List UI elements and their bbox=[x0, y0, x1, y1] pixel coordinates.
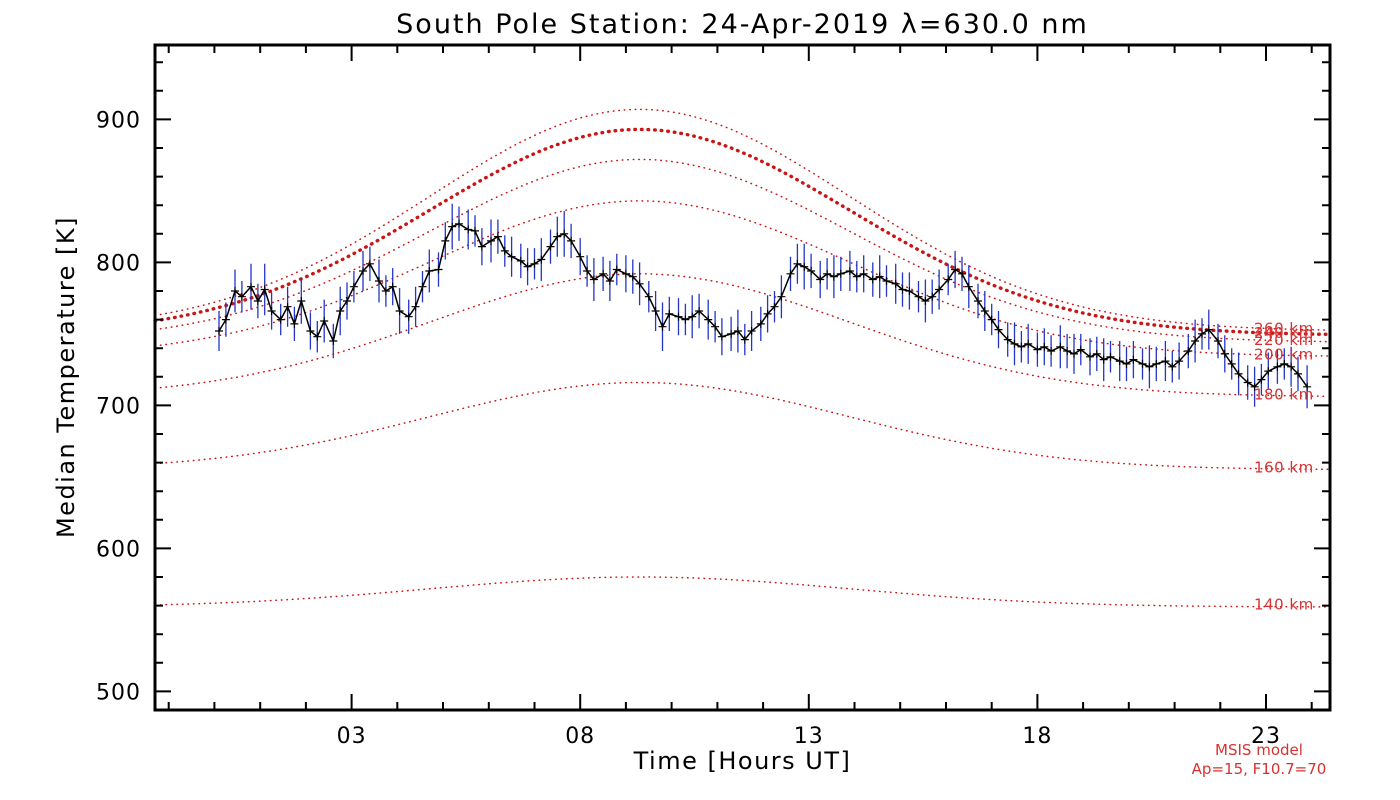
model-curve-220km bbox=[154, 158, 1329, 343]
y-tick-label: 500 bbox=[96, 680, 141, 705]
y-tick-label: 800 bbox=[96, 251, 141, 276]
model-curve-140km bbox=[154, 576, 1329, 608]
altitude-label-240km: 240 km bbox=[1254, 324, 1314, 342]
altitude-label-260km: 260 km bbox=[1254, 320, 1314, 338]
x-tick-label: 23 bbox=[1251, 724, 1281, 749]
data-series bbox=[215, 203, 1312, 409]
y-tick-label: 600 bbox=[96, 537, 141, 562]
y-tick-label: 700 bbox=[96, 394, 141, 419]
model-annotation-line1: MSIS model bbox=[1215, 741, 1303, 759]
altitude-label-200km: 200 km bbox=[1254, 345, 1314, 363]
axis-ticks bbox=[155, 45, 1330, 710]
model-curve-260km bbox=[154, 108, 1329, 331]
data-line bbox=[218, 222, 1308, 388]
data-markers bbox=[215, 219, 1312, 391]
altitude-label-160km: 160 km bbox=[1254, 458, 1314, 476]
axes: 03 08 13 18 23 500 600 700 800 900 bbox=[96, 43, 1332, 749]
y-tick-label: 900 bbox=[96, 108, 141, 133]
altitude-label-140km: 140 km bbox=[1254, 596, 1314, 614]
x-tick-label: 13 bbox=[794, 724, 824, 749]
x-tick-label: 03 bbox=[337, 724, 367, 749]
x-tick-label: 18 bbox=[1022, 724, 1052, 749]
altitude-label-220km: 220 km bbox=[1254, 331, 1314, 349]
model-curve-200km bbox=[154, 200, 1329, 357]
chart-title: South Pole Station: 24-Apr-2019 λ=630.0 … bbox=[396, 9, 1089, 40]
x-tick-label: 08 bbox=[565, 724, 595, 749]
model-annotation-line2: Ap=15, F10.7=70 bbox=[1191, 760, 1327, 778]
x-axis-label: Time [Hours UT] bbox=[633, 747, 852, 775]
error-bars bbox=[218, 203, 1308, 409]
model-curves bbox=[153, 108, 1330, 608]
model-annotation: MSIS model Ap=15, F10.7=70 bbox=[1185, 741, 1333, 779]
plot-frame bbox=[153, 43, 1332, 712]
altitude-label-180km: 180 km bbox=[1254, 385, 1314, 403]
model-curve-160km bbox=[154, 381, 1329, 471]
